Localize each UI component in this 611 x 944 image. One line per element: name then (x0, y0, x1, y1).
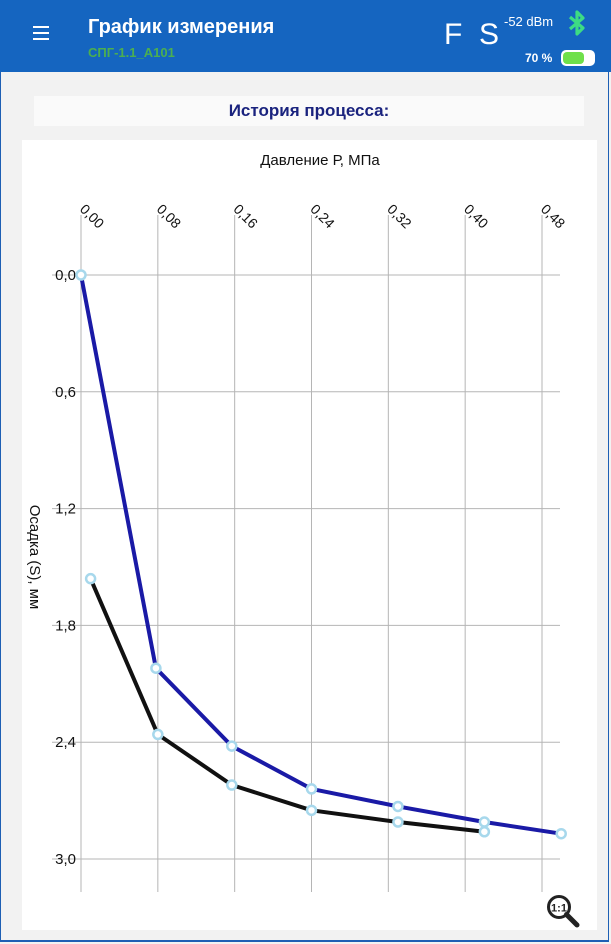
data-point-marker (478, 816, 491, 828)
chart-grid (52, 215, 560, 892)
data-point-marker (226, 740, 238, 752)
svg-text:1:1: 1:1 (551, 903, 567, 915)
y-tick-label: 3,0 (55, 851, 76, 868)
series-line-1 (79, 273, 564, 836)
y-tick-label: 0,6 (55, 384, 76, 401)
data-point-marker (226, 779, 238, 791)
page-title: График измерения (88, 16, 275, 38)
battery-icon (561, 50, 595, 66)
chart-series (79, 273, 564, 836)
flag-s-indicator: S (479, 18, 500, 51)
battery-percent-label: 70 % (525, 51, 553, 65)
data-point-marker (150, 662, 162, 674)
battery-level-fill (563, 52, 584, 64)
y-tick-label: 0,0 (55, 267, 76, 284)
data-point-marker (84, 572, 97, 585)
y-axis-label: Осадка (S), мм (26, 505, 43, 610)
device-id-label: СПГ-1.1_А101 (88, 45, 175, 60)
data-point-marker (305, 783, 318, 795)
x-tick-labels: 0,00 0,08 0,16 0,24 0,32 0,40 0,48 (77, 201, 569, 232)
data-point-marker (555, 827, 567, 840)
data-point-marker (152, 728, 164, 741)
menu-icon[interactable] (30, 26, 54, 44)
data-point-marker (305, 804, 318, 817)
flag-f-indicator: F (444, 18, 463, 51)
data-point-marker (478, 825, 491, 838)
data-point-marker (75, 269, 87, 281)
data-point-marker (392, 816, 404, 828)
y-tick-label: 1,2 (55, 501, 76, 518)
zoom-reset-icon[interactable]: 1:1 (546, 894, 580, 928)
section-title: История процесса: (34, 96, 584, 126)
chart-panel (22, 140, 597, 930)
x-axis-label: Давление Р, МПа (260, 152, 380, 169)
y-tick-labels: 0,0 0,6 1,2 1,8 2,4 3,0 (55, 267, 76, 868)
app-bar: График измерения СПГ-1.1_А101 F S -52 dB… (0, 0, 611, 72)
series-line-2 (88, 576, 487, 834)
signal-strength-label: -52 dBm (504, 14, 554, 29)
bluetooth-icon (568, 10, 585, 36)
y-tick-label: 2,4 (55, 734, 76, 751)
y-tick-label: 1,8 (55, 617, 76, 634)
chart-markers (75, 269, 567, 840)
data-point-marker (392, 800, 404, 813)
